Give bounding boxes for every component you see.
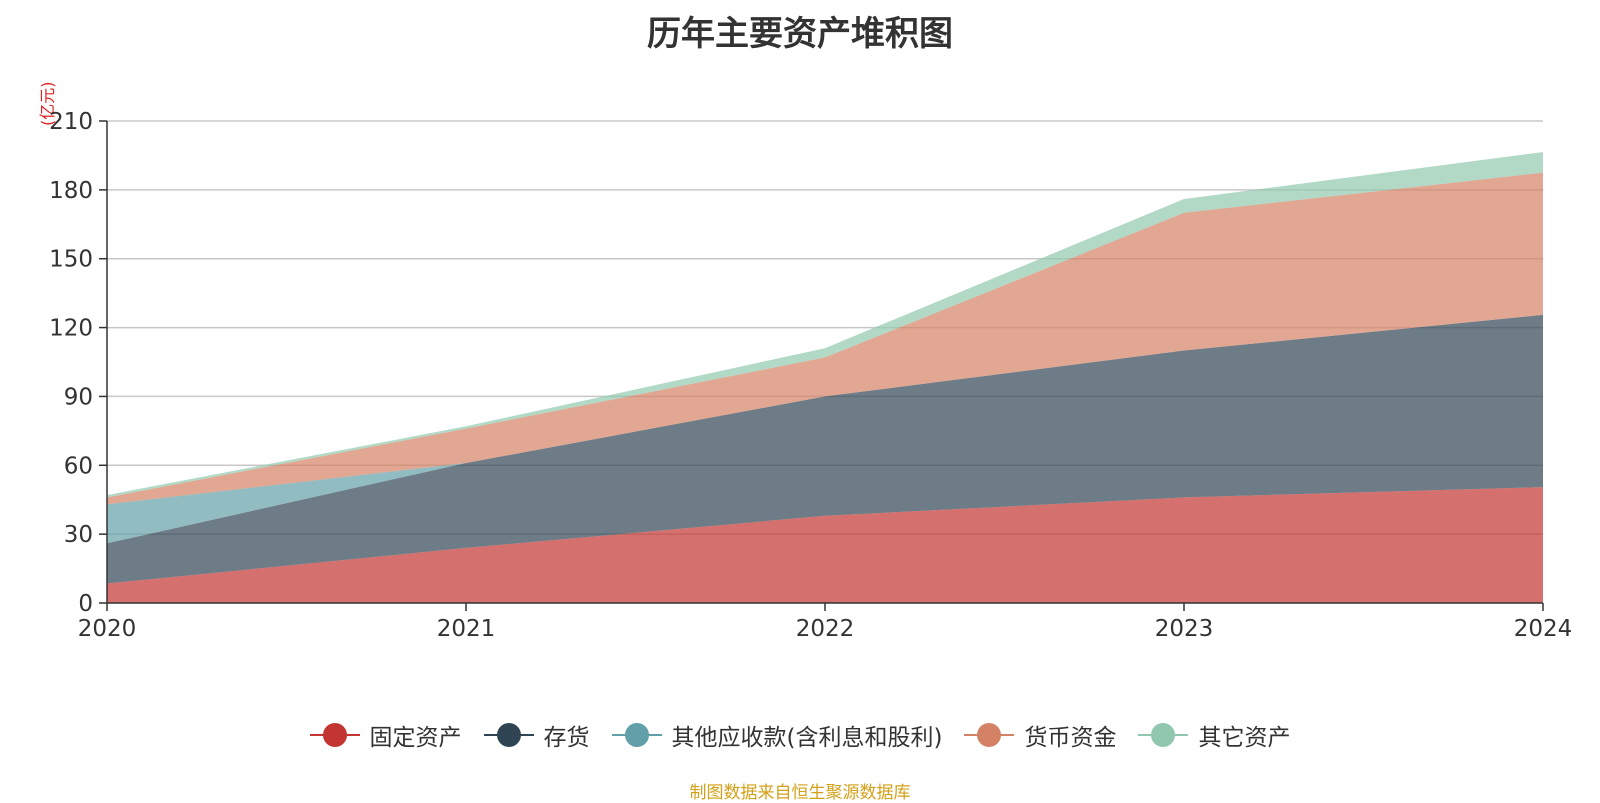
- legend: 固定资产 存货 其他应收款(含利息和股利) 货币资金 其它资产: [0, 718, 1600, 752]
- legend-label: 其他应收款(含利息和股利): [671, 725, 943, 751]
- data-source-note: 制图数据来自恒生聚源数据库: [689, 783, 911, 803]
- legend-item[interactable]: 其他应收款(含利息和股利): [611, 718, 943, 752]
- y-tick-label: 60: [64, 453, 93, 479]
- x-tick-label: 2023: [1155, 616, 1214, 642]
- x-tick-label: 2020: [78, 616, 137, 642]
- legend-label: 货币资金: [1024, 725, 1117, 751]
- legend-item[interactable]: 存货: [483, 718, 590, 752]
- y-tick-label: 120: [49, 316, 93, 342]
- x-tick-label: 2024: [1514, 616, 1573, 642]
- legend-marker-icon: [611, 722, 662, 748]
- legend-dot: [322, 723, 347, 747]
- y-tick-label: 180: [49, 178, 93, 204]
- legend-label: 固定资产: [369, 725, 462, 751]
- y-tick-label: 90: [64, 384, 93, 410]
- axes: 0 30 60 90 120 150 180 210 2020 2021 2022 2023 2024: [49, 109, 1572, 642]
- legend-item[interactable]: 固定资产: [309, 718, 462, 752]
- area-series-1: [107, 314, 1543, 584]
- area-series-3: [107, 172, 1543, 505]
- legend-label: 存货: [543, 725, 590, 751]
- legend-dot: [1151, 723, 1176, 747]
- stacked-area-chart: 0 30 60 90 120 150 180 210 2020 2021 2022 2023 2024: [49, 109, 1572, 642]
- legend-label: 其它资产: [1198, 725, 1291, 751]
- chart-title: 历年主要资产堆积图: [647, 14, 953, 54]
- legend-item[interactable]: 其它资产: [1138, 718, 1290, 752]
- y-tick-label: 0: [78, 591, 93, 617]
- legend-dot: [977, 723, 1002, 747]
- legend-marker-icon: [483, 722, 534, 748]
- legend-marker-icon: [309, 722, 360, 748]
- legend-marker-icon: [1138, 722, 1189, 748]
- x-tick-label: 2022: [796, 616, 855, 642]
- legend-item[interactable]: 货币资金: [964, 718, 1116, 752]
- legend-marker-icon: [964, 722, 1015, 748]
- y-tick-label: 30: [64, 522, 93, 548]
- area-series: [107, 152, 1543, 603]
- area-series-0: [107, 487, 1543, 603]
- x-tick-label: 2021: [437, 616, 496, 642]
- y-tick-label: 210: [49, 109, 93, 135]
- legend-dot: [496, 723, 521, 747]
- y-tick-label: 150: [49, 247, 93, 273]
- area-series-4: [107, 152, 1543, 498]
- legend-dot: [624, 723, 649, 747]
